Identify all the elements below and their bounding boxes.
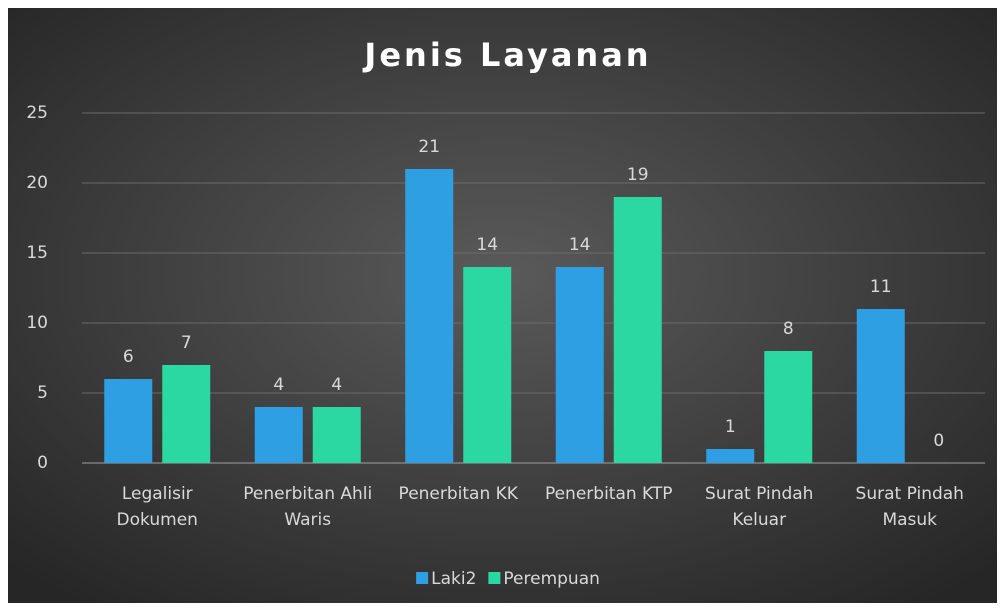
data-label: 4 bbox=[273, 375, 284, 395]
x-tick-label: Legalisir Dokumen bbox=[117, 484, 198, 530]
legend-label: Laki2 bbox=[431, 569, 476, 589]
y-tick-label: 10 bbox=[26, 313, 48, 333]
bar bbox=[555, 267, 604, 463]
data-label: 19 bbox=[627, 165, 649, 185]
legend-swatch bbox=[416, 572, 429, 584]
bar bbox=[254, 407, 303, 463]
bar bbox=[312, 407, 361, 463]
x-tick-label: Penerbitan Ahli Waris bbox=[243, 484, 372, 530]
bar bbox=[405, 169, 454, 463]
y-tick-label: 5 bbox=[37, 383, 48, 403]
data-label: 14 bbox=[476, 235, 498, 255]
y-tick-label: 20 bbox=[26, 173, 48, 193]
x-tick-label: Surat Pindah Masuk bbox=[856, 484, 964, 530]
data-label: 11 bbox=[870, 277, 892, 297]
data-label: 8 bbox=[783, 319, 794, 339]
legend-swatch bbox=[488, 572, 501, 584]
bar bbox=[162, 365, 211, 463]
data-label: 14 bbox=[569, 235, 591, 255]
bar bbox=[706, 449, 755, 463]
data-label: 0 bbox=[933, 431, 944, 451]
data-label: 1 bbox=[725, 417, 736, 437]
bar bbox=[613, 197, 662, 463]
y-tick-label: 0 bbox=[37, 453, 48, 473]
y-tick-label: 15 bbox=[26, 243, 48, 263]
data-label: 21 bbox=[418, 137, 440, 157]
bar bbox=[764, 351, 813, 463]
x-tick-label: Penerbitan KTP bbox=[545, 484, 673, 504]
bar bbox=[104, 379, 153, 463]
data-label: 7 bbox=[181, 333, 192, 353]
legend: Laki2 Perempuan bbox=[416, 569, 600, 589]
x-tick-label: Surat Pindah Keluar bbox=[705, 484, 813, 530]
chart-title: Jenis Layanan bbox=[362, 36, 651, 74]
data-label: 6 bbox=[123, 347, 134, 367]
bar bbox=[463, 267, 512, 463]
data-label: 4 bbox=[331, 375, 342, 395]
y-tick-label: 25 bbox=[26, 103, 48, 123]
bar bbox=[856, 309, 905, 463]
x-tick-label: Penerbitan KK bbox=[399, 484, 519, 504]
legend-label: Perempuan bbox=[503, 569, 600, 589]
